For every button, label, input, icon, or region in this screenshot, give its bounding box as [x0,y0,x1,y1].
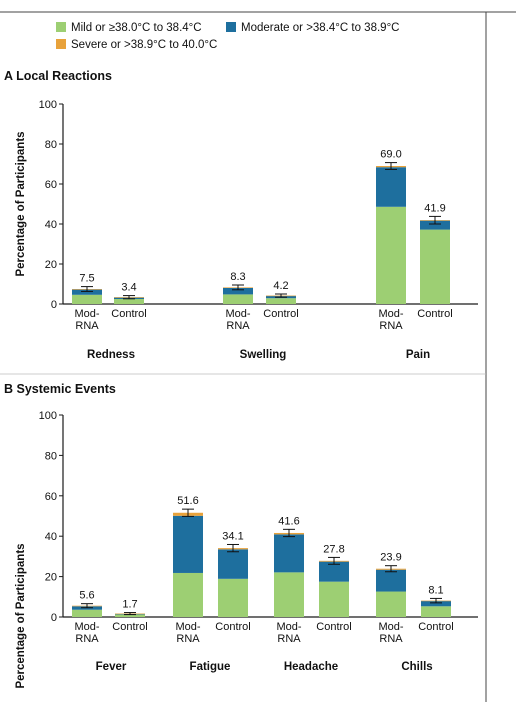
panel-b-group-label-fatigue: Fatigue [190,661,231,673]
panel-b-bar-fever-modrna-mild [72,610,102,617]
panel-b-title: B Systemic Events [4,382,116,396]
panel-a-bar-redness-modrna-mild [72,295,102,304]
legend-label-moderate: Moderate or >38.4°C to 38.9°C [241,22,399,34]
panel-a-value-label: 7.5 [79,273,94,285]
panel-b-bar-fatigue-control-moderate [218,549,248,578]
panel-a-bar-label: Control [111,308,146,320]
panel-a-bar-pain-modrna-mild [376,207,406,304]
panel-b-ytick-label: 80 [45,450,57,462]
panel-b-bar-chills-modrna-moderate [376,570,406,592]
panel-b-value-label: 34.1 [222,530,243,542]
panel-b-value-label: 23.9 [380,552,401,564]
panel-b-bar-label: Control [418,621,453,633]
panel-a-bar-pain-control-mild [420,230,450,304]
legend-label-mild: Mild or ≥38.0°C to 38.4°C [71,22,202,34]
panel-b-ytick-label: 100 [39,410,57,422]
panel-b-bar-fatigue-control-mild [218,579,248,617]
panel-b-bar-label: Control [112,621,147,633]
panel-a-bar-pain-modrna-moderate [376,167,406,207]
panel-b-value-label: 41.6 [278,515,299,527]
panel-a-bar-label: Control [417,308,452,320]
panel-a-ytick-label: 40 [45,219,57,231]
panel-a-ytick-label: 80 [45,139,57,151]
panel-b-ytick-label: 20 [45,572,57,584]
panel-b-title-text: Systemic Events [17,382,116,396]
legend-swatch-moderate [226,22,236,32]
panel-a-bar-label: Control [263,308,298,320]
panel-a-bar-label: Mod-RNA [74,308,99,332]
panel-a-ytick-label: 0 [51,299,57,311]
panel-a-bar-swelling-control-mild [266,298,296,304]
panel-b-bar-headache-modrna-moderate [274,534,304,572]
panel-b-bar-chills-modrna-mild [376,592,406,617]
panel-b-letter: B [4,382,13,396]
panel-b-value-label: 27.8 [323,543,344,555]
panel-a-ytick-label: 60 [45,179,57,191]
panel-b-value-label: 8.1 [428,584,443,596]
legend-label-severe: Severe or >38.9°C to 40.0°C [71,39,217,51]
panel-a-group-label-redness: Redness [87,349,135,361]
panel-b-bar-label: Mod-RNA [378,621,403,645]
panel-a-group-label-swelling: Swelling [240,349,287,361]
panel-a-bar-label: Mod-RNA [225,308,250,332]
panel-b-value-label: 51.6 [177,495,198,507]
panel-b-ytick-label: 40 [45,531,57,543]
panel-b-ylabel: Percentage of Participants [15,543,27,688]
panel-b-group-label-fever: Fever [96,661,127,673]
panel-b-bar-fatigue-modrna-moderate [173,516,203,573]
panel-a-group-label-pain: Pain [406,349,430,361]
panel-b-group-label-chills: Chills [401,661,432,673]
panel-b-bar-chills-control-mild [421,606,451,617]
panel-b-value-label: 1.7 [122,599,137,611]
panel-a-bar-redness-control-mild [114,299,144,304]
panel-a-title-text: Local Reactions [16,69,112,83]
panel-b-bar-label: Control [316,621,351,633]
panel-a-ytick-label: 100 [39,99,57,111]
panel-a-ytick-label: 20 [45,259,57,271]
panel-a-value-label: 4.2 [273,280,288,292]
panel-b-bar-label: Control [215,621,250,633]
panel-b-ytick-label: 60 [45,491,57,503]
legend-swatch-mild [56,22,66,32]
panel-a-value-label: 8.3 [230,271,245,283]
panel-a-value-label: 3.4 [121,282,136,294]
panel-b-group-label-headache: Headache [284,661,338,673]
panel-b-ytick-label: 0 [51,612,57,624]
panel-b-bar-headache-control-mild [319,582,349,617]
panel-b-value-label: 5.6 [79,590,94,602]
panel-b-bar-label: Mod-RNA [276,621,301,645]
panel-a-bar-label: Mod-RNA [378,308,403,332]
panel-a-value-label: 41.9 [424,202,445,214]
panel-a-bar-swelling-modrna-mild [223,294,253,304]
panel-a-value-label: 69.0 [380,149,401,161]
panel-b-bar-label: Mod-RNA [74,621,99,645]
panel-b-bar-fatigue-modrna-mild [173,573,203,617]
panel-a-ylabel: Percentage of Participants [15,131,27,276]
legend-swatch-severe [56,39,66,49]
panel-a-title: A Local Reactions [4,69,112,83]
panel-b-bar-headache-modrna-mild [274,572,304,617]
panel-b-bar-label: Mod-RNA [175,621,200,645]
